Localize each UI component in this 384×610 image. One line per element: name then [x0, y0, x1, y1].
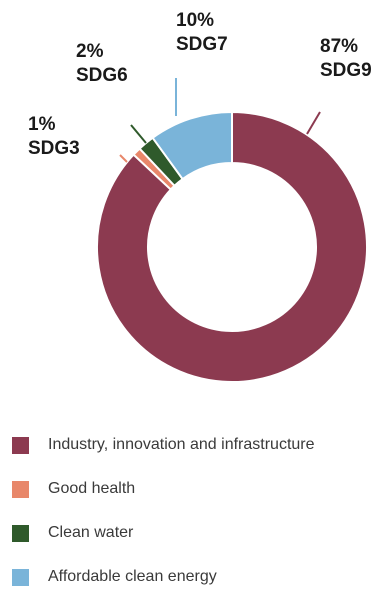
slice-percent-sdg7: 10% — [176, 10, 214, 31]
legend-label-industry: Industry, innovation and infrastructure — [48, 436, 315, 453]
slice-sdg7 — [151, 110, 233, 181]
legend-swatch-clean-water — [12, 524, 29, 542]
legend: Industry, innovation and infrastructure … — [12, 434, 382, 610]
legend-item-clean-energy: Affordable clean energy — [12, 566, 382, 588]
leader-line-sdg6 — [130, 124, 147, 144]
slice-label-sdg6: SDG6 — [76, 65, 128, 86]
leader-line-sdg9 — [306, 111, 321, 135]
slice-percent-sdg3: 1% — [28, 114, 56, 135]
slice-percent-sdg9: 87% — [320, 36, 358, 57]
legend-label-clean-energy: Affordable clean energy — [48, 568, 217, 585]
legend-swatch-good-health — [12, 480, 29, 498]
slice-label-sdg7: SDG7 — [176, 34, 228, 55]
legend-swatch-industry — [12, 436, 29, 454]
slice-sdg9 — [96, 110, 368, 383]
donut-chart: 87% SDG9 1% SDG3 2% SDG6 10% SDG7 — [28, 10, 372, 383]
leader-line-sdg3 — [119, 154, 128, 163]
slice-label-sdg3: SDG3 — [28, 138, 80, 159]
legend-swatch-clean-energy — [12, 568, 29, 586]
legend-label-clean-water: Clean water — [48, 524, 134, 541]
legend-item-clean-water: Clean water — [12, 522, 382, 544]
legend-item-industry: Industry, innovation and infrastructure — [12, 434, 382, 456]
legend-label-good-health: Good health — [48, 480, 136, 497]
slice-percent-sdg6: 2% — [76, 41, 104, 62]
legend-item-good-health: Good health — [12, 478, 382, 500]
slice-label-sdg9: SDG9 — [320, 60, 372, 81]
